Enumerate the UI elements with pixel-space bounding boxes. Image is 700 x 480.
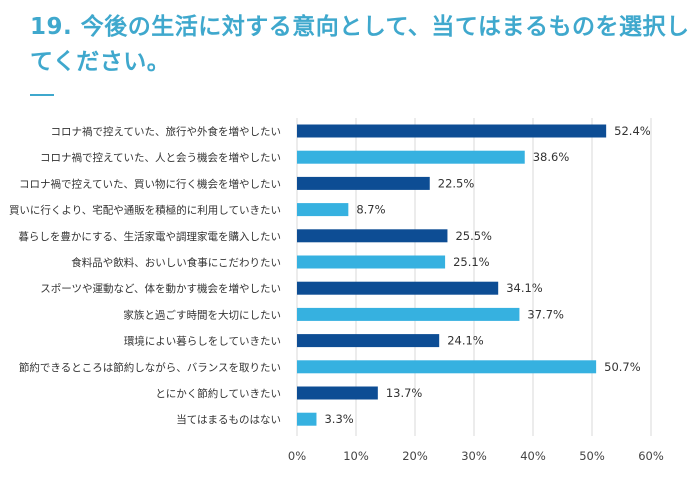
x-tick-label: 50% [579, 449, 605, 463]
x-tick-label: 0% [288, 449, 306, 463]
bar [297, 412, 317, 426]
x-tick-label: 20% [402, 449, 428, 463]
value-label: 25.5% [455, 229, 492, 243]
value-label: 38.6% [533, 150, 570, 164]
bar [297, 203, 349, 217]
bar [297, 124, 607, 138]
value-label: 52.4% [614, 124, 651, 138]
value-label: 25.1% [453, 255, 490, 269]
bar [297, 334, 440, 348]
bar [297, 307, 520, 321]
category-label: コロナ禍で控えていた、買い物に行く機会を増やしたい [19, 177, 281, 190]
x-tick-label: 40% [520, 449, 546, 463]
chart-title: 19. 今後の生活に対する意向として、当てはまるものを選択してください。 [30, 14, 690, 75]
category-label: 買いに行くより、宅配や通販を積極的に利用していきたい [9, 204, 281, 217]
bar [297, 255, 446, 269]
category-label: 食料品や飲料、おいしい食事にこだわりたい [71, 256, 281, 269]
category-label: 環境によい暮らしをしていきたい [124, 335, 281, 348]
value-label: 8.7% [356, 203, 385, 217]
category-label: 家族と過ごす時間を大切にしたい [123, 308, 281, 321]
x-tick-label: 60% [638, 449, 664, 463]
category-label: コロナ禍で控えていた、人と会う機会を増やしたい [40, 151, 281, 164]
x-tick-label: 10% [343, 449, 369, 463]
value-label: 3.3% [324, 412, 353, 426]
bar [297, 176, 430, 190]
bar [297, 281, 499, 295]
value-label: 50.7% [604, 360, 641, 374]
title-underline [30, 94, 54, 96]
value-label: 22.5% [438, 176, 475, 190]
bar [297, 229, 448, 243]
value-label: 24.1% [447, 334, 484, 348]
value-label: 13.7% [386, 386, 423, 400]
bar [297, 360, 597, 374]
bar [297, 386, 378, 400]
category-label: スポーツや運動など、体を動かす機会を増やしたい [40, 282, 281, 295]
category-label: 節約できるところは節約しながら、バランスを取りたい [19, 361, 281, 374]
value-label: 37.7% [527, 307, 564, 321]
x-tick-label: 30% [461, 449, 487, 463]
category-label: とにかく節約していきたい [155, 387, 281, 400]
bar [297, 150, 525, 164]
category-label: 当てはまるものはない [176, 413, 281, 426]
value-label: 34.1% [506, 281, 543, 295]
category-label: 暮らしを豊かにする、生活家電や調理家電を購入したい [18, 230, 281, 243]
category-label: コロナ禍で控えていた、旅行や外食を増やしたい [51, 125, 281, 138]
